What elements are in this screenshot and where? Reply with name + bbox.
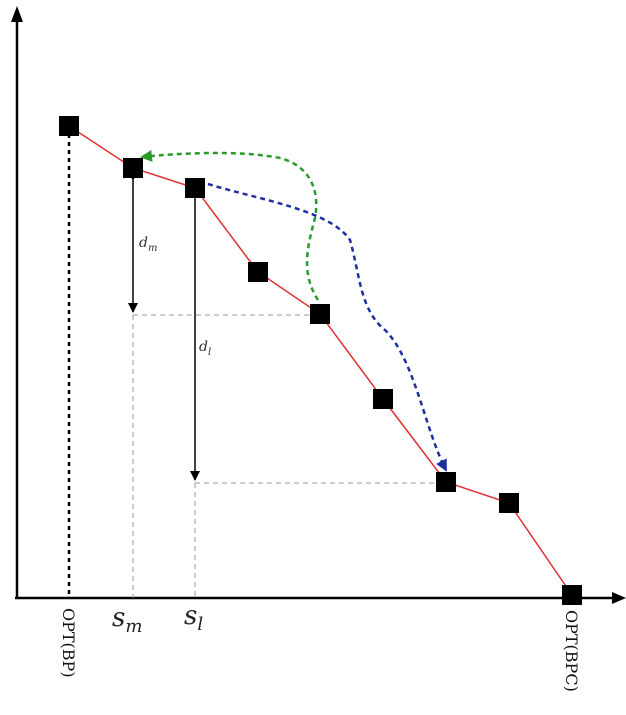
s-l-label: sl (184, 601, 203, 635)
node (310, 304, 330, 324)
y-axis-arrow-icon (11, 6, 23, 22)
green-dashed-arrow (140, 149, 320, 301)
nodes (59, 116, 582, 605)
node (373, 389, 393, 409)
node (185, 178, 205, 198)
s-m-label: sm (112, 603, 142, 637)
node (248, 262, 268, 282)
node (562, 585, 582, 605)
node (123, 158, 143, 178)
pareto-curve (68, 125, 573, 596)
opt-bp-label: OPT(BP) (59, 608, 78, 678)
d-l-label: dl (199, 339, 211, 358)
opt-bpc-label: OPT(BPC) (562, 610, 581, 692)
node (436, 472, 456, 492)
d-m-label: dm (139, 235, 157, 254)
node (59, 116, 79, 136)
node (499, 493, 519, 513)
blue-dashed-arrow (207, 182, 448, 472)
x-axis-arrow-icon (612, 592, 626, 604)
